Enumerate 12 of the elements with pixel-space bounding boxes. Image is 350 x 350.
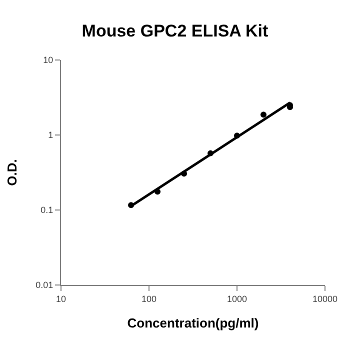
x-tick-label: 10 (56, 294, 66, 304)
y-tick-label: 0.01 (36, 280, 54, 290)
point (260, 112, 266, 118)
x-tick-label: 10000 (312, 294, 338, 304)
x-tick-label: 1000 (226, 294, 248, 304)
y-tick-label: 0.1 (40, 205, 54, 216)
y-axis-title: O.D. (4, 159, 20, 186)
x-axis-title: Concentration(pg/ml) (127, 315, 259, 330)
y-tick-label: 1 (48, 130, 54, 140)
y-tick-label: 10 (43, 55, 54, 66)
chart-title: Mouse GPC2 ELISA Kit (82, 21, 269, 40)
x-tick-label: 100 (141, 294, 157, 304)
